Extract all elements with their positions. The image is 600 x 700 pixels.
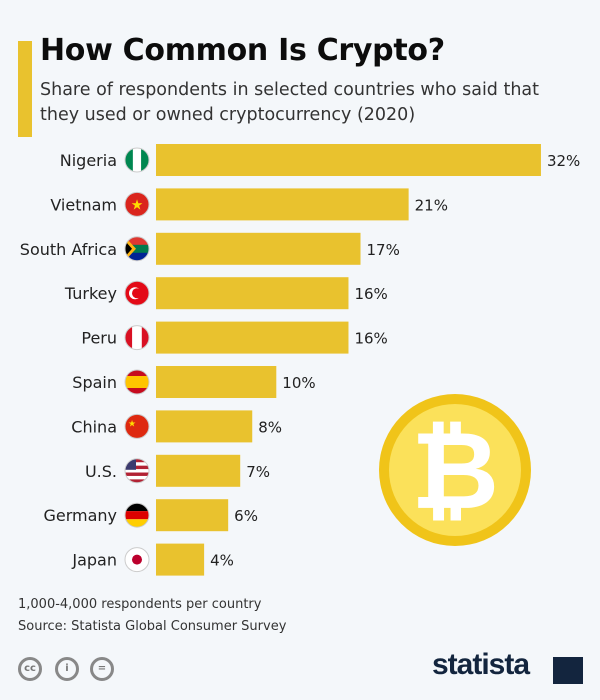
bar xyxy=(156,232,361,265)
bar xyxy=(156,410,253,443)
flag-icon: ★ xyxy=(124,191,150,217)
bar xyxy=(156,188,409,221)
flag-icon xyxy=(124,325,150,351)
value-label: 10% xyxy=(282,374,315,392)
category-label: Peru xyxy=(81,329,117,348)
bar-row: Peru 16% xyxy=(81,321,388,354)
value-label: 21% xyxy=(415,196,448,214)
flag-icon xyxy=(124,502,150,528)
bar-row: Germany 6% xyxy=(43,499,258,532)
category-label: Spain xyxy=(72,373,117,392)
category-label: Nigeria xyxy=(60,151,117,170)
flag-icon xyxy=(124,236,150,262)
bar xyxy=(156,366,277,398)
category-label: Turkey xyxy=(64,284,117,303)
title-accent-bar xyxy=(18,41,32,137)
statista-logo[interactable]: statista xyxy=(432,648,530,681)
category-label: Vietnam xyxy=(50,195,117,214)
bar-row: Turkey 16% xyxy=(64,277,388,310)
bar xyxy=(156,277,349,310)
chart-title: How Common Is Crypto? xyxy=(40,33,445,68)
bitcoin-icon: ₿ xyxy=(379,394,531,546)
category-label: South Africa xyxy=(20,240,117,259)
svg-text:★: ★ xyxy=(128,419,136,429)
bar-row: Japan 4% xyxy=(71,543,234,576)
bar-row: China ★ 8% xyxy=(71,410,282,443)
bar xyxy=(156,144,541,176)
bar-row: Spain 10% xyxy=(72,366,316,398)
value-label: 6% xyxy=(234,507,258,525)
attribution-icon[interactable]: i xyxy=(55,657,79,681)
flag-icon xyxy=(124,147,150,173)
bar xyxy=(156,321,349,354)
bar-row: South Africa 17% xyxy=(20,232,400,265)
value-label: 7% xyxy=(246,463,270,481)
svg-text:★: ★ xyxy=(131,197,144,213)
respondents-note: 1,000-4,000 respondents per country xyxy=(18,597,262,612)
bar xyxy=(156,543,205,576)
value-label: 8% xyxy=(258,418,282,436)
category-label: Germany xyxy=(43,506,117,525)
flag-icon xyxy=(124,369,150,395)
value-label: 32% xyxy=(547,152,580,170)
source-note: Source: Statista Global Consumer Survey xyxy=(18,619,287,634)
flag-icon: ★ xyxy=(124,413,150,439)
category-label: U.S. xyxy=(85,462,117,481)
value-label: 17% xyxy=(367,241,400,259)
no-derivatives-icon[interactable]: = xyxy=(90,657,114,681)
chart-subtitle: Share of respondents in selected countri… xyxy=(40,80,540,125)
bar-row: Nigeria 32% xyxy=(60,144,580,176)
bar xyxy=(156,454,241,487)
value-label: 4% xyxy=(210,552,234,570)
flag-icon xyxy=(124,458,150,484)
bar-row: U.S. 7% xyxy=(85,454,270,487)
value-label: 16% xyxy=(354,330,387,348)
bar-row: Vietnam ★ 21% xyxy=(50,188,448,221)
flag-icon xyxy=(124,547,150,573)
svg-text:₿: ₿ xyxy=(411,409,499,534)
flag-icon xyxy=(124,280,150,306)
category-label: Japan xyxy=(71,551,117,570)
value-label: 16% xyxy=(354,285,387,303)
statista-logo-mark xyxy=(553,657,583,684)
category-label: China xyxy=(71,417,117,436)
cc-icon[interactable]: cc xyxy=(18,657,42,681)
bar xyxy=(156,499,229,532)
